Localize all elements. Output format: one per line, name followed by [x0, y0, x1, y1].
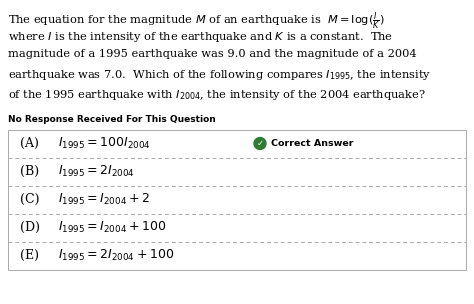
Text: (E): (E) — [20, 249, 39, 262]
Text: of the 1995 earthquake with $I_{2004}$, the intensity of the 2004 earthquake?: of the 1995 earthquake with $I_{2004}$, … — [8, 88, 426, 102]
Text: (A): (A) — [20, 137, 39, 150]
Text: Correct Answer: Correct Answer — [271, 139, 354, 148]
Text: ✓: ✓ — [256, 139, 264, 148]
Text: earthquake was 7.0.  Which of the following compares $I_{1995}$, the intensity: earthquake was 7.0. Which of the followi… — [8, 68, 431, 82]
Text: $I_{1995} = 2I_{2004} + 100$: $I_{1995} = 2I_{2004} + 100$ — [58, 248, 174, 263]
Text: magnitude of a 1995 earthquake was 9.0 and the magnitude of a 2004: magnitude of a 1995 earthquake was 9.0 a… — [8, 49, 417, 59]
Text: $I_{1995} = I_{2004} + 100$: $I_{1995} = I_{2004} + 100$ — [58, 220, 166, 235]
Text: $I_{1995} = I_{2004} + 2$: $I_{1995} = I_{2004} + 2$ — [58, 192, 150, 207]
Text: (C): (C) — [20, 193, 39, 206]
Text: The equation for the magnitude $M$ of an earthquake is  $M = \log(\frac{I}{K})$: The equation for the magnitude $M$ of an… — [8, 10, 385, 32]
Circle shape — [254, 137, 266, 150]
Text: No Response Received For This Question: No Response Received For This Question — [8, 116, 216, 125]
Text: where $I$ is the intensity of the earthquake and $K$ is a constant.  The: where $I$ is the intensity of the earthq… — [8, 29, 393, 43]
Bar — [8, 130, 466, 270]
Text: (B): (B) — [20, 165, 39, 178]
Text: $I_{1995} = 100I_{2004}$: $I_{1995} = 100I_{2004}$ — [58, 136, 151, 151]
Text: (D): (D) — [20, 221, 40, 234]
Text: $I_{1995} = 2I_{2004}$: $I_{1995} = 2I_{2004}$ — [58, 164, 135, 179]
